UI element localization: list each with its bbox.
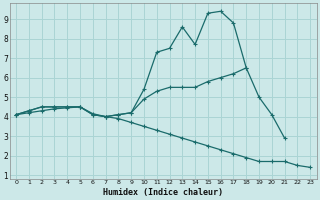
X-axis label: Humidex (Indice chaleur): Humidex (Indice chaleur)	[103, 188, 223, 197]
